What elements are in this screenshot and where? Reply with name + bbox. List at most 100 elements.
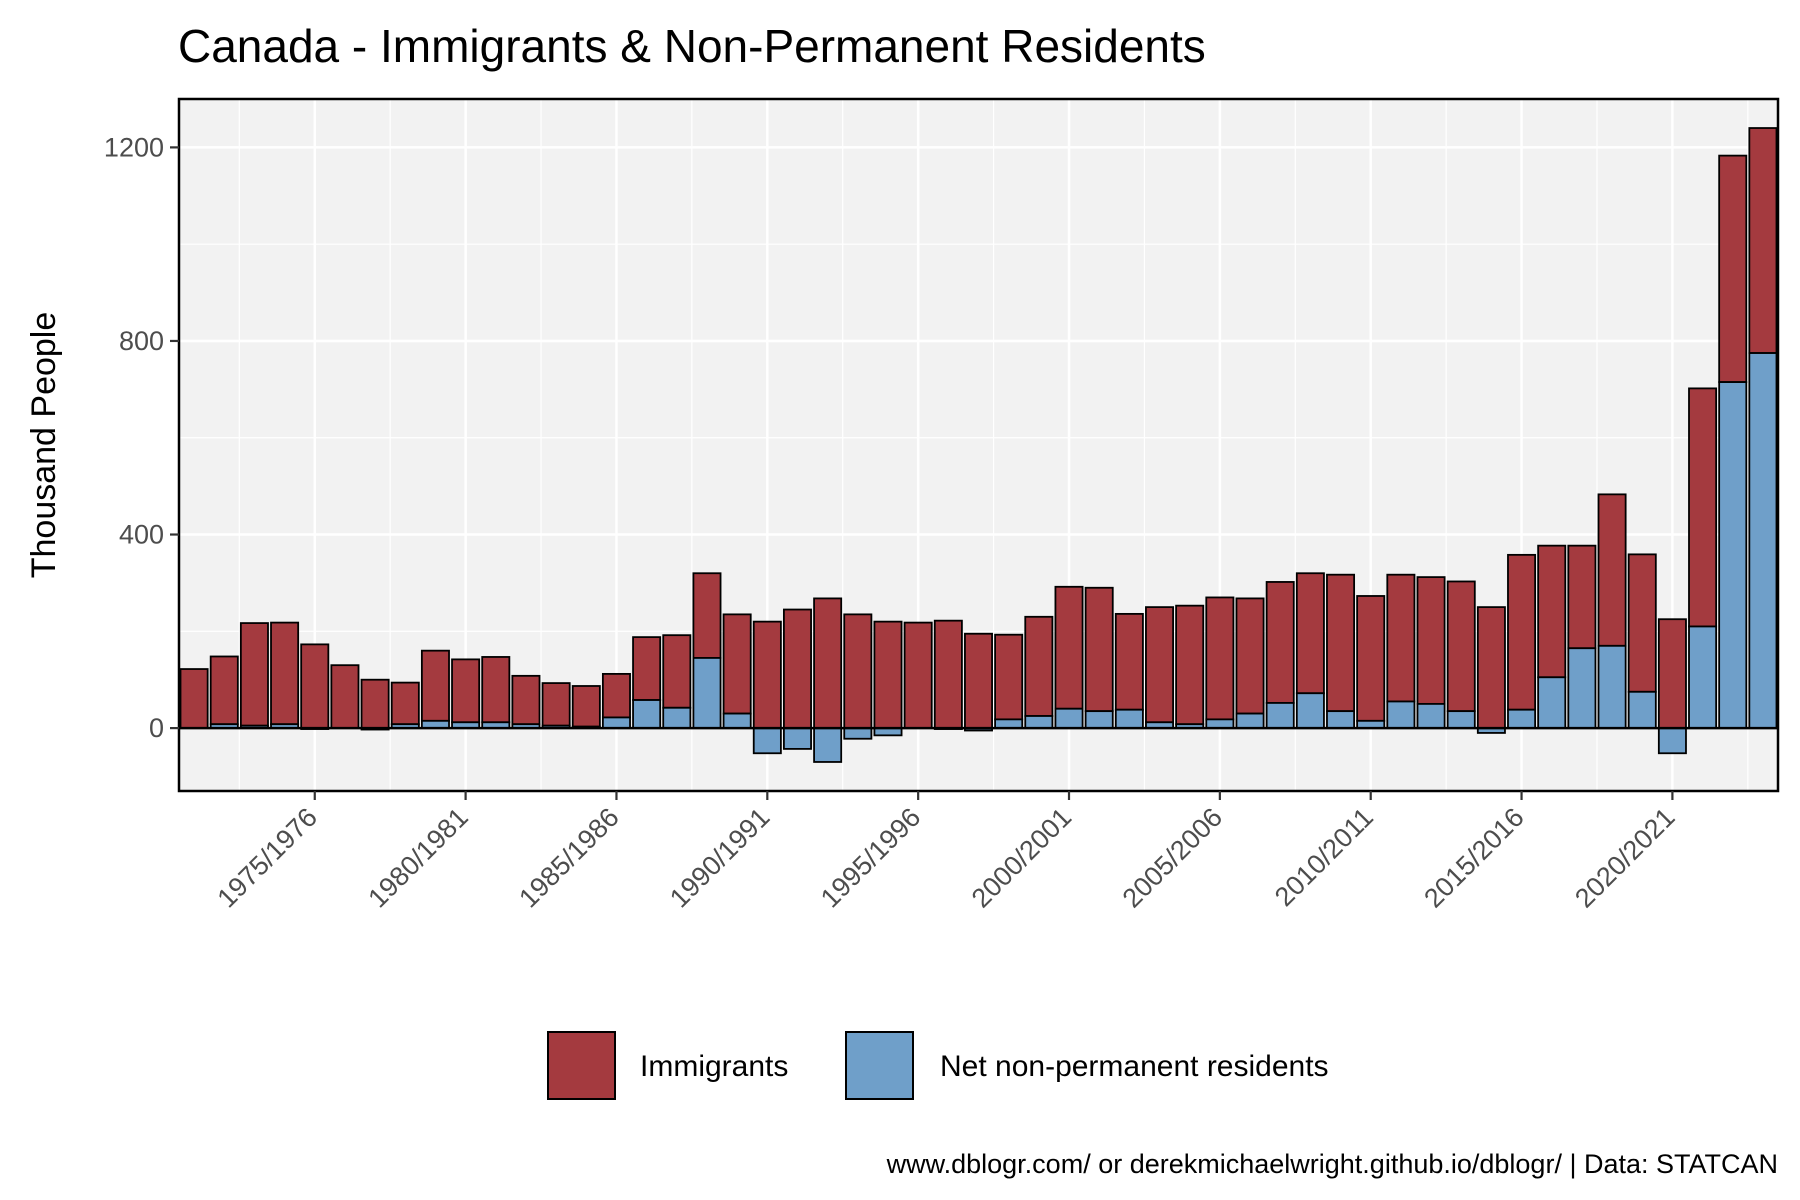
y-axis: 0 400 800 1200 [104, 132, 179, 743]
bar-immigrants [1205, 596, 1235, 721]
x-tick-label: 1975/1976 [212, 802, 323, 913]
bar-immigrants [1054, 585, 1084, 710]
bar-net-non-permanent-residents [1024, 715, 1054, 729]
bar-immigrants [722, 613, 752, 715]
bar-immigrants [873, 620, 903, 729]
bar-net-non-permanent-residents [752, 727, 782, 755]
y-tick-label: 1200 [104, 132, 164, 162]
bar-immigrants [1657, 618, 1687, 729]
bar-immigrants [420, 649, 450, 722]
bar-immigrants [1537, 544, 1567, 679]
bar-net-non-permanent-residents [1084, 710, 1114, 729]
bar-immigrants [1024, 615, 1054, 717]
legend-key-non-permanent-residents [845, 1031, 914, 1100]
bar-immigrants [1718, 154, 1748, 383]
bar-immigrants [481, 656, 511, 724]
bar-net-non-permanent-residents [1567, 647, 1597, 729]
x-tick-label: 2020/2021 [1569, 802, 1680, 913]
grid-minor [179, 99, 1778, 791]
plot-border [177, 97, 1780, 793]
bar-immigrants [1265, 581, 1295, 704]
bar-immigrants [1507, 553, 1537, 711]
bar-immigrants [843, 613, 873, 729]
bar-immigrants [360, 678, 390, 729]
bar-net-non-permanent-residents [1537, 676, 1567, 729]
bar-immigrants [179, 668, 209, 729]
bar-immigrants [933, 619, 963, 729]
legend-label-non-permanent-residents: Net non-permanent residents [940, 1050, 1329, 1083]
bar-immigrants [783, 608, 812, 729]
bar-immigrants [300, 643, 330, 729]
bar-net-non-permanent-residents [662, 706, 692, 729]
bar-immigrants [270, 621, 300, 726]
bar-net-non-permanent-residents [601, 716, 631, 729]
bar-immigrants [1175, 604, 1205, 726]
bar-immigrants [1356, 595, 1386, 722]
bar-net-non-permanent-residents [1416, 702, 1446, 729]
bar-immigrants [1235, 597, 1265, 715]
bar-net-non-permanent-residents [1265, 702, 1295, 729]
legend: Immigrants Net non-permanent residents [547, 1031, 1329, 1100]
bars [179, 127, 1778, 763]
legend-label-immigrants: Immigrants [640, 1050, 788, 1083]
bar-immigrants [451, 658, 481, 724]
bar-net-non-permanent-residents [783, 727, 812, 750]
x-tick-label: 2015/2016 [1418, 802, 1529, 913]
x-tick-label: 1990/1991 [664, 802, 775, 913]
bar-net-non-permanent-residents [813, 727, 843, 763]
bar-immigrants [752, 620, 782, 729]
y-axis-label: Thousand People [25, 312, 63, 579]
bar-net-non-permanent-residents [843, 727, 873, 740]
bar-immigrants [1476, 606, 1506, 729]
bar-immigrants [1446, 580, 1476, 713]
bar-immigrants [1114, 612, 1144, 711]
bar-immigrants [390, 681, 420, 726]
bar-immigrants [1627, 553, 1657, 693]
bar-immigrants [209, 655, 239, 726]
bar-net-non-permanent-residents [1718, 381, 1748, 729]
bar-immigrants [571, 685, 601, 728]
bar-immigrants [1084, 586, 1114, 713]
bar-net-non-permanent-residents [1114, 708, 1144, 729]
bar-immigrants [1145, 606, 1174, 724]
bar-net-non-permanent-residents [1657, 727, 1687, 755]
bar-net-non-permanent-residents [1627, 690, 1657, 729]
bar-immigrants [964, 632, 993, 729]
bar-net-non-permanent-residents [722, 712, 752, 729]
bar-immigrants [1567, 544, 1597, 650]
bar-net-non-permanent-residents [632, 699, 662, 729]
x-axis: 1975/1976 1980/1981 1985/1986 1990/1991 1995… [212, 791, 1681, 913]
bar-immigrants [541, 682, 571, 727]
bar-net-non-permanent-residents [1748, 352, 1778, 729]
bar-immigrants [1416, 576, 1446, 705]
y-tick-label: 0 [149, 713, 164, 743]
bar-immigrants [692, 572, 722, 659]
bar-immigrants [813, 597, 843, 729]
x-tick-label: 2005/2006 [1117, 802, 1228, 913]
bar-immigrants [632, 636, 662, 701]
bar-net-non-permanent-residents [1597, 644, 1627, 729]
bar-net-non-permanent-residents [1507, 708, 1537, 729]
x-tick-label: 2010/2011 [1269, 802, 1379, 912]
bar-immigrants [903, 621, 933, 729]
bar-net-non-permanent-residents [1326, 710, 1356, 729]
legend-key-immigrants [547, 1031, 616, 1100]
bar-immigrants [511, 674, 541, 726]
bar-immigrants [994, 633, 1024, 721]
caption: www.dblogr.com/ or derekmichaelwright.gi… [886, 1149, 1778, 1179]
x-tick-label: 1980/1981 [362, 802, 473, 913]
x-tick-label: 2000/2001 [966, 802, 1077, 913]
bar-immigrants [1597, 493, 1627, 647]
bar-net-non-permanent-residents [692, 657, 722, 729]
bar-net-non-permanent-residents [994, 718, 1024, 729]
bar-immigrants [239, 622, 269, 727]
chart-title: Canada - Immigrants & Non-Permanent Resi… [178, 20, 1206, 72]
bar-net-non-permanent-residents [1205, 718, 1235, 729]
bar-immigrants [1386, 573, 1416, 703]
bar-immigrants [1326, 573, 1356, 713]
bar-immigrants [1748, 127, 1778, 354]
bar-net-non-permanent-residents [1688, 625, 1718, 729]
bar-net-non-permanent-residents [1235, 712, 1265, 729]
bar-immigrants [330, 664, 360, 729]
